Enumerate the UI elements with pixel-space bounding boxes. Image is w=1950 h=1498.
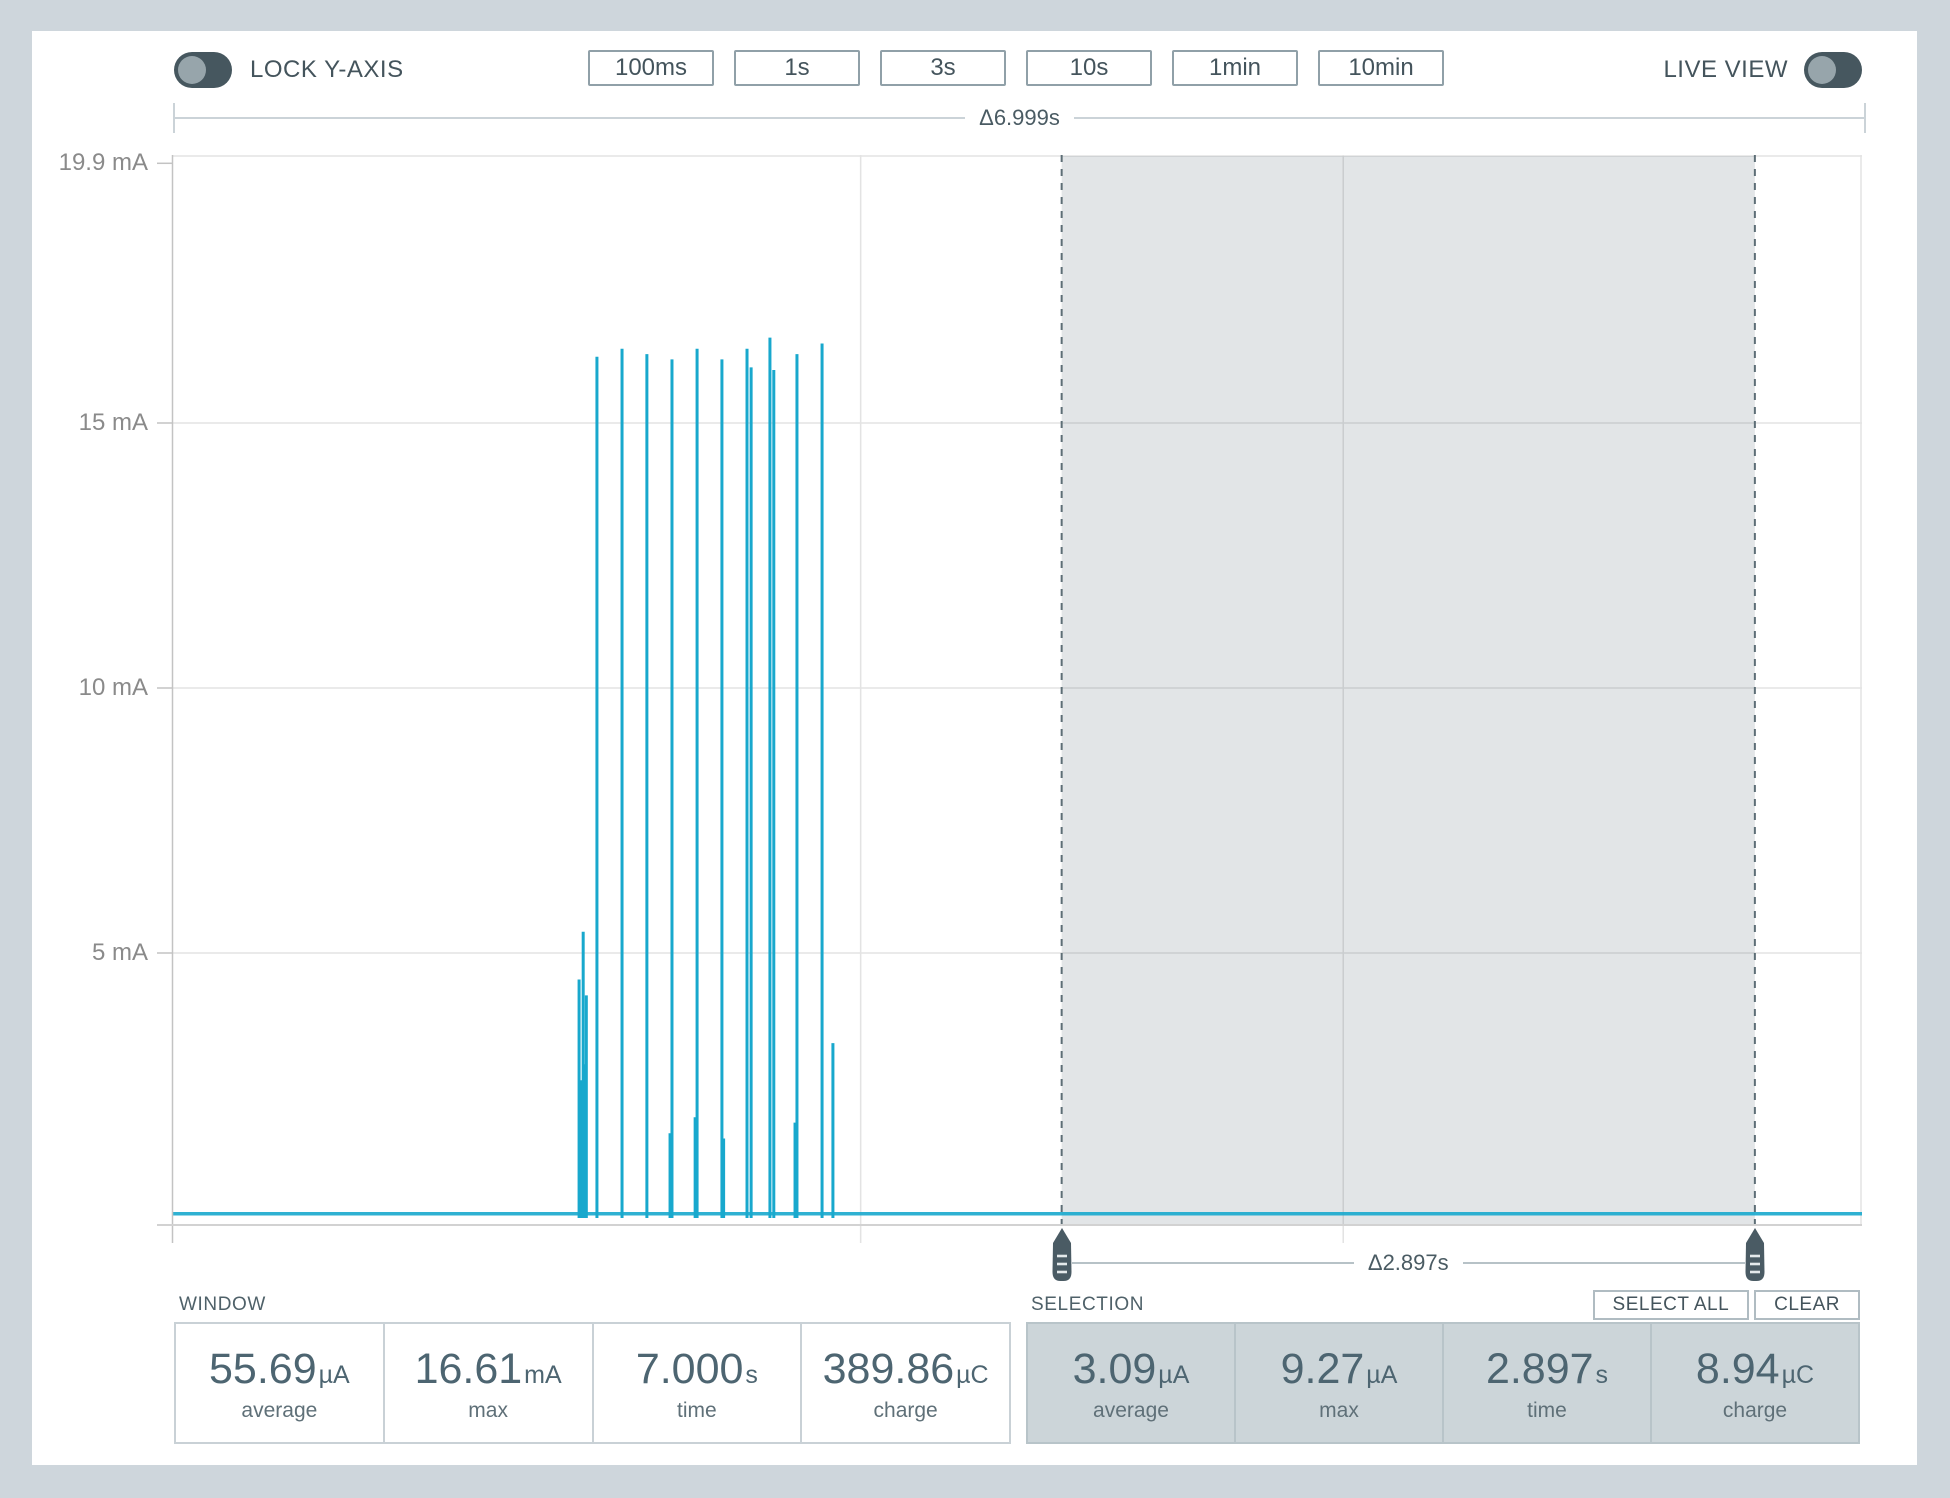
window-button-100ms[interactable]: 100ms [588, 50, 714, 86]
toggle-knob [178, 56, 206, 84]
window-delta-ruler: Δ6.999s [173, 103, 1866, 133]
selection-charge-cell: 8.94µC charge [1650, 1324, 1858, 1442]
stat-caption: average [241, 1398, 318, 1422]
lock-y-axis-label: LOCK Y-AXIS [250, 56, 404, 83]
window-charge-cell: 389.86µC charge [800, 1324, 1009, 1442]
selection-actions: SELECT ALL CLEAR [1592, 1290, 1860, 1320]
selection-stats-title: SELECTION [1031, 1294, 1145, 1315]
window-button-3s[interactable]: 3s [880, 50, 1006, 86]
selection-stats-cells: 3.09µA average 9.27µA max 2.897s time 8.… [1026, 1322, 1860, 1444]
stat-caption: average [1093, 1398, 1169, 1422]
live-view-label: LIVE VIEW [1663, 56, 1788, 83]
window-time-cell: 7.000s time [591, 1324, 801, 1442]
ruler-line [1071, 1262, 1354, 1264]
stat-caption: time [1527, 1398, 1567, 1422]
stat-value: 8.94µC [1695, 1344, 1815, 1393]
selection-region[interactable] [1061, 156, 1755, 1225]
selection-average-cell: 3.09µA average [1028, 1324, 1234, 1442]
y-axis-tick-label: 19.9 mA [58, 149, 148, 177]
window-stats-title: WINDOW [179, 1294, 266, 1315]
current-chart[interactable] [150, 155, 1862, 1245]
selection-stats: SELECTION SELECT ALL CLEAR 3.09µA averag… [1026, 1290, 1860, 1444]
stat-value: 3.09µA [1072, 1344, 1190, 1393]
window-button-1min[interactable]: 1min [1172, 50, 1298, 86]
stat-caption: charge [1722, 1398, 1788, 1422]
selection-max-cell: 9.27µA max [1234, 1324, 1442, 1442]
stat-value: 55.69µA [209, 1344, 350, 1393]
clear-button[interactable]: CLEAR [1754, 1290, 1860, 1320]
window-stats: WINDOW 55.69µA average 16.61mA max 7.000… [174, 1290, 1011, 1444]
selection-delta-label: Δ2.897s [1367, 1250, 1449, 1275]
stat-value: 389.86µC [822, 1344, 989, 1393]
window-max-cell: 16.61mA max [382, 1324, 592, 1442]
stat-caption: max [468, 1398, 508, 1422]
ruler-line [1462, 1262, 1745, 1264]
stat-value: 2.897s [1485, 1344, 1609, 1393]
lock-y-axis-toggle[interactable] [174, 52, 232, 88]
ruler-line [1073, 117, 1864, 119]
stat-caption: time [677, 1398, 717, 1422]
y-axis-tick-label: 10 mA [78, 674, 148, 701]
window-button-10s[interactable]: 10s [1026, 50, 1152, 86]
y-axis-tick-label: 15 mA [78, 409, 148, 436]
window-button-1s[interactable]: 1s [734, 50, 860, 86]
window-delta-label: Δ6.999s [979, 105, 1060, 130]
live-view-toggle[interactable] [1804, 52, 1862, 88]
toggle-knob [1808, 56, 1836, 84]
window-button-10min[interactable]: 10min [1318, 50, 1444, 86]
window-average-cell: 55.69µA average [176, 1324, 383, 1442]
stat-caption: charge [873, 1398, 938, 1422]
window-stats-cells: 55.69µA average 16.61mA max 7.000s time … [174, 1322, 1011, 1444]
selection-delta-ruler: Δ2.897s [1071, 1249, 1745, 1277]
stat-value: 7.000s [635, 1344, 758, 1393]
stat-caption: max [1319, 1398, 1359, 1422]
selection-handle-right[interactable] [1744, 1228, 1766, 1282]
selection-handle-left[interactable] [1051, 1228, 1073, 1282]
ruler-line [175, 117, 966, 119]
y-axis-tick-label: 5 mA [91, 939, 148, 966]
time-window-buttons: 100ms 1s 3s 10s 1min 10min [588, 50, 1444, 86]
y-axis: 19.9 mA 15 mA 10 mA 5 mA [0, 149, 148, 1245]
stat-value: 9.27µA [1280, 1344, 1398, 1393]
selection-time-cell: 2.897s time [1442, 1324, 1650, 1442]
stat-value: 16.61mA [414, 1344, 562, 1393]
select-all-button[interactable]: SELECT ALL [1592, 1290, 1750, 1320]
